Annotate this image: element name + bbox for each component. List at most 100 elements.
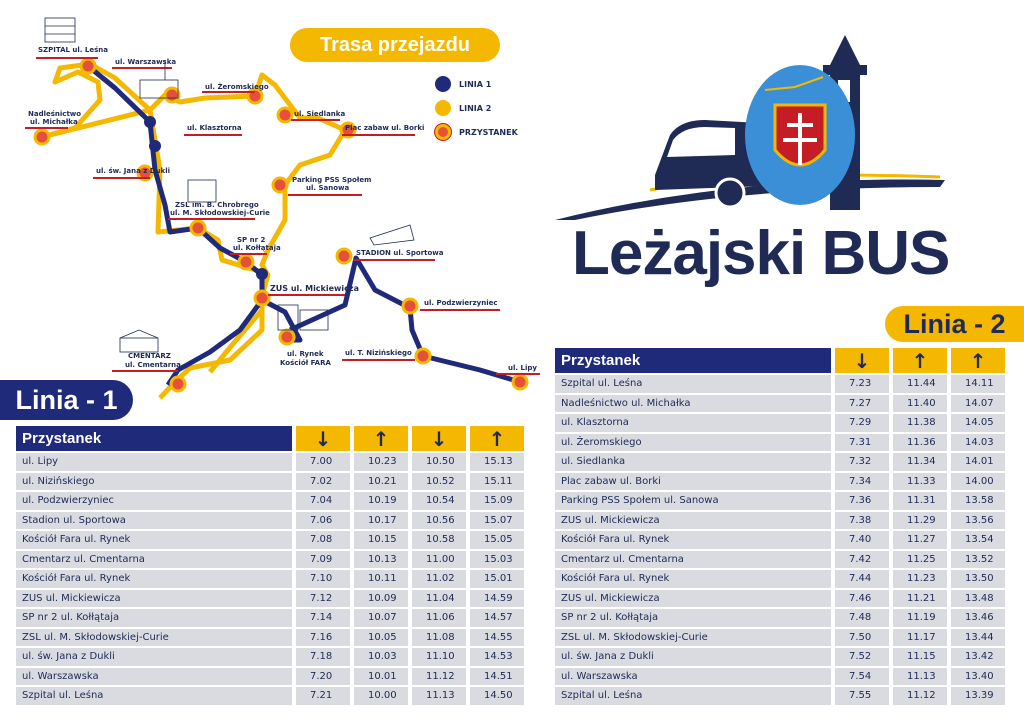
legend-line1: LINIA 1	[435, 72, 518, 96]
table-row: Szpital ul. Leśna 7.21 10.00 11.13 14.50	[16, 687, 524, 705]
departure-time: 13.56	[951, 511, 1005, 529]
departure-time: 11.25	[893, 550, 947, 568]
line2-timetable: Przystanek ↓ ↑ ↑ Szpital ul. Leśna 7.23 11…	[551, 346, 1009, 707]
legend-stop: PRZYSTANEK	[435, 120, 518, 144]
table-row: Szpital ul. Leśna 7.23 11.44 14.11	[555, 375, 1005, 393]
departure-time: 7.09	[296, 550, 350, 568]
departure-time: 7.04	[296, 492, 350, 510]
table-row: Cmentarz ul. Cmentarna 7.42 11.25 13.52	[555, 550, 1005, 568]
departure-time: 11.15	[893, 648, 947, 666]
map-label-cmentarz: CMENTARZ	[128, 352, 171, 360]
table-header: Przystanek ↓ ↑ ↑	[555, 348, 1005, 373]
stop-name: ZSL ul. M. Skłodowskiej-Curie	[555, 628, 831, 646]
departure-time: 7.12	[296, 589, 350, 607]
departure-time: 11.27	[893, 531, 947, 549]
table-row: ul. Żeromskiego 7.31 11.36 14.03	[555, 433, 1005, 451]
table-row: ul. św. Jana z Dukli 7.52 11.15 13.42	[555, 648, 1005, 666]
departure-time: 14.03	[951, 433, 1005, 451]
route-map: SZPITAL ul. Leśna ul. Warszawska Nadleśn…	[25, 17, 540, 400]
departure-time: 11.17	[893, 628, 947, 646]
departure-time: 13.52	[951, 550, 1005, 568]
departure-time: 11.34	[893, 453, 947, 471]
departure-time: 7.50	[835, 628, 889, 646]
departure-time: 10.03	[354, 648, 408, 666]
stop-name: ul. Warszawska	[16, 667, 292, 685]
direction-down-icon: ↓	[296, 426, 350, 451]
brand-logo	[555, 35, 945, 220]
stop-name: Cmentarz ul. Cmentarna	[16, 550, 292, 568]
departure-time: 11.23	[893, 570, 947, 588]
stop-name: Szpital ul. Leśna	[555, 687, 831, 705]
table-row: Cmentarz ul. Cmentarna 7.09 10.13 11.00 15.0…	[16, 550, 524, 568]
departure-time: 13.50	[951, 570, 1005, 588]
line1-timetable: Przystanek ↓ ↑ ↓ ↑ ul. Lipy 7.00 10.23 10.5…	[12, 424, 528, 707]
departure-time: 11.31	[893, 492, 947, 510]
departure-time: 7.21	[296, 687, 350, 705]
departure-time: 7.16	[296, 628, 350, 646]
departure-time: 7.32	[835, 453, 889, 471]
map-label-dukli: ul. św. Jana z Dukli	[96, 167, 170, 175]
route-title: Trasa przejazdu	[290, 28, 500, 62]
table-row: Stadion ul. Sportowa 7.06 10.17 10.56 15.07	[16, 511, 524, 529]
map-label-rynek: ul. Rynek	[287, 350, 324, 358]
departure-time: 10.54	[412, 492, 466, 510]
departure-time: 10.01	[354, 667, 408, 685]
departure-time: 10.23	[354, 453, 408, 471]
departure-time: 11.44	[893, 375, 947, 393]
departure-time: 10.05	[354, 628, 408, 646]
stop-name: ul. Klasztorna	[555, 414, 831, 432]
line2-badge: Linia - 2	[885, 306, 1024, 342]
departure-time: 13.58	[951, 492, 1005, 510]
departure-time: 11.19	[893, 609, 947, 627]
stop-name: SP nr 2 ul. Kołłątaja	[16, 609, 292, 627]
departure-time: 14.50	[470, 687, 524, 705]
departure-time: 7.06	[296, 511, 350, 529]
map-legend: LINIA 1 LINIA 2 PRZYSTANEK	[435, 72, 518, 144]
table-row: Kościół Fara ul. Rynek 7.40 11.27 13.54	[555, 531, 1005, 549]
departure-time: 10.17	[354, 511, 408, 529]
svg-text:Kościół FARA: Kościół FARA	[280, 359, 331, 367]
table-row: SP nr 2 ul. Kołłątaja 7.14 10.07 11.06 14.57	[16, 609, 524, 627]
departure-time: 11.29	[893, 511, 947, 529]
stop-name: Kościół Fara ul. Rynek	[555, 531, 831, 549]
departure-time: 15.03	[470, 550, 524, 568]
building-icons	[44, 17, 415, 353]
line1-route	[86, 64, 303, 343]
departure-time: 7.38	[835, 511, 889, 529]
table-row: Kościół Fara ul. Rynek 7.10 10.11 11.02 15.0…	[16, 570, 524, 588]
stop-name: ZSL ul. M. Skłodowskiej-Curie	[16, 628, 292, 646]
departure-time: 10.50	[412, 453, 466, 471]
svg-text:ul. Sanowa: ul. Sanowa	[306, 184, 350, 192]
stop-name: Nadleśnictwo ul. Michałka	[555, 394, 831, 412]
map-label-zeromskiego: ul. Żeromskiego	[205, 82, 269, 91]
line1-badge: Linia - 1	[0, 380, 133, 420]
departure-time: 10.00	[354, 687, 408, 705]
table-row: Nadleśnictwo ul. Michałka 7.27 11.40 14.07	[555, 394, 1005, 412]
table-header: Przystanek ↓ ↑ ↓ ↑	[16, 426, 524, 451]
stop-name: Szpital ul. Leśna	[555, 375, 831, 393]
table-row: Kościół Fara ul. Rynek 7.44 11.23 13.50	[555, 570, 1005, 588]
departure-time: 11.36	[893, 433, 947, 451]
departure-time: 14.11	[951, 375, 1005, 393]
table-row: Kościół Fara ul. Rynek 7.08 10.15 10.58 15.0…	[16, 531, 524, 549]
departure-time: 14.57	[470, 609, 524, 627]
departure-time: 7.23	[835, 375, 889, 393]
departure-time: 11.33	[893, 472, 947, 490]
stop-name: ul. Żeromskiego	[555, 433, 831, 451]
departure-time: 10.58	[412, 531, 466, 549]
table-row: ul. Podzwierzyniec 7.04 10.19 10.54 15.09	[16, 492, 524, 510]
departure-time: 7.00	[296, 453, 350, 471]
stop-name: Plac zabaw ul. Borki	[555, 472, 831, 490]
departure-time: 15.07	[470, 511, 524, 529]
stop-name: ul. św. Jana z Dukli	[555, 648, 831, 666]
departure-time: 10.07	[354, 609, 408, 627]
table-row: ul. Nizińskiego 7.02 10.21 10.52 15.11	[16, 472, 524, 490]
map-label-szpital: SZPITAL ul. Leśna	[38, 46, 108, 54]
map-label-zus: ZUS ul. Mickiewicza	[270, 284, 359, 293]
table-row: ZUS ul. Mickiewicza 7.12 10.09 11.04 14.59	[16, 589, 524, 607]
departure-time: 11.38	[893, 414, 947, 432]
svg-text:ul. Michałka: ul. Michałka	[30, 118, 78, 126]
departure-time: 10.11	[354, 570, 408, 588]
departure-time: 13.54	[951, 531, 1005, 549]
legend-line2: LINIA 2	[435, 96, 518, 120]
